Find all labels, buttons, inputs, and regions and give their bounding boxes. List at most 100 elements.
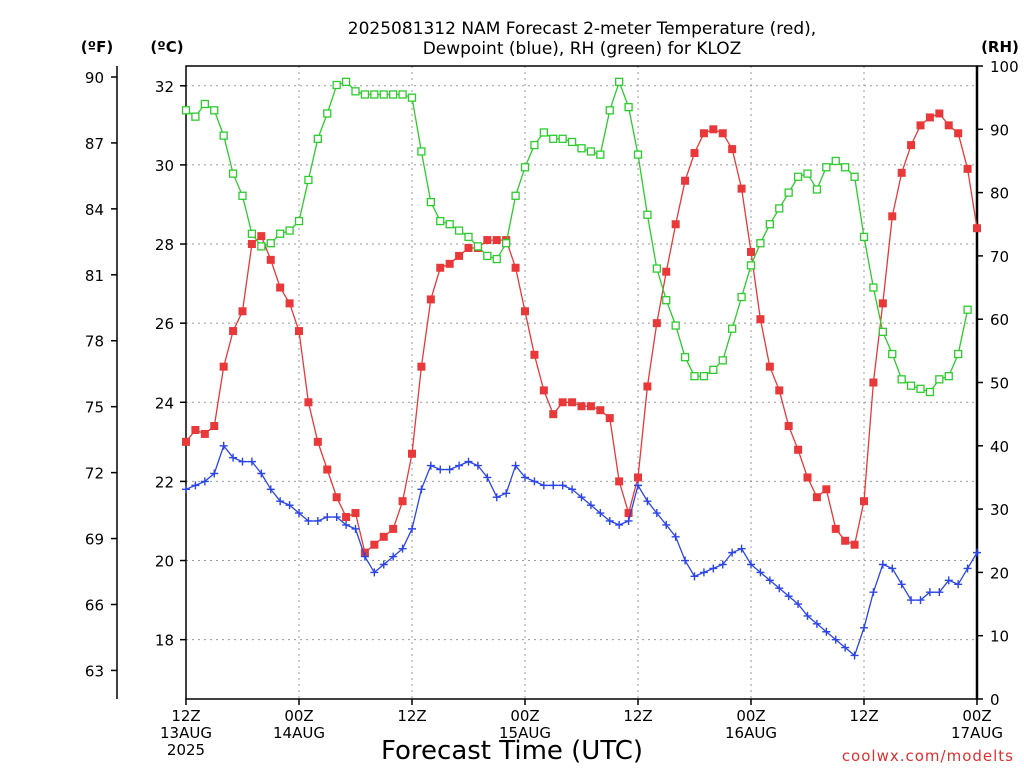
rh-point: [841, 163, 850, 172]
rh-point: [285, 226, 294, 235]
dewpoint-point: [973, 548, 981, 557]
rh-point: [313, 134, 322, 143]
dewpoint-point: [257, 469, 266, 478]
dewpoint-point: [276, 497, 285, 506]
rh-tick-label: 100: [990, 58, 1019, 76]
dewpoint-point: [229, 453, 238, 462]
rh-point: [266, 239, 275, 248]
temperature-point: [897, 168, 906, 177]
temperature-point: [709, 125, 718, 134]
fahrenheit-tick-label: 75: [85, 399, 104, 417]
temperature-point: [803, 473, 812, 482]
dewpoint-point: [860, 623, 868, 632]
rh-point: [643, 210, 652, 219]
rh-point: [718, 356, 727, 365]
temperature-point: [681, 176, 690, 185]
rh-point: [577, 144, 586, 153]
rh-point: [803, 169, 812, 178]
rh-point: [210, 106, 219, 115]
dewpoint-point: [389, 552, 398, 561]
rh-point: [219, 131, 228, 140]
rh-point: [671, 321, 680, 330]
rh-point: [709, 365, 718, 374]
rh-point: [539, 128, 548, 137]
temperature-point: [304, 398, 313, 407]
dewpoint-point: [888, 564, 897, 573]
rh-point: [765, 220, 774, 229]
rh-point: [624, 102, 633, 112]
dewpoint-point: [699, 568, 708, 577]
temperature-point: [332, 493, 341, 502]
temperature-point: [907, 141, 916, 150]
temperature-point: [699, 129, 708, 138]
time-tick-label: 13AUG: [160, 724, 212, 742]
dewpoint-point: [483, 473, 492, 482]
dewpoint-point: [426, 461, 435, 470]
temperature-point: [634, 473, 642, 482]
celsius-tick-label: 30: [155, 157, 174, 175]
dewpoint-point: [285, 501, 294, 510]
rh-point: [831, 156, 840, 166]
dewpoint-point: [831, 635, 840, 644]
dewpoint-point: [568, 485, 577, 494]
temperature-point: [389, 524, 398, 533]
plot-frame: [185, 65, 978, 700]
celsius-tick-label: 28: [155, 236, 174, 254]
temperature-point: [426, 295, 435, 304]
time-tick-label: 12Z: [623, 707, 652, 725]
temperature-point: [878, 299, 887, 308]
temperature-point: [728, 145, 737, 154]
dewpoint-point: [473, 461, 482, 470]
rh-point: [304, 175, 313, 185]
time-tick-label: 00Z: [736, 707, 765, 725]
celsius-tick-label: 20: [155, 553, 174, 571]
rh-point: [662, 296, 671, 305]
temperature-point: [794, 445, 803, 454]
temperature-point: [973, 224, 981, 233]
fahrenheit-tick-label: 78: [85, 333, 104, 351]
rh-axis: 0 10 20 30 40 50 60 70 80 90 100: [977, 58, 1019, 709]
temperature-point: [398, 497, 407, 506]
dewpoint-point: [219, 441, 228, 450]
temperature-point: [568, 398, 577, 407]
time-tick-label: 2025: [167, 741, 205, 759]
temperature-point: [916, 121, 925, 130]
dewpoint-point: [718, 560, 727, 569]
rh-point: [944, 372, 953, 381]
dewpoint-point: [916, 596, 925, 605]
fahrenheit-tick-label: 81: [85, 267, 104, 285]
rh-point: [615, 77, 624, 86]
rh-point: [850, 172, 859, 181]
rh-point: [549, 134, 558, 143]
dewpoint-point: [907, 596, 916, 605]
series-layer: [181, 77, 981, 660]
dewpoint-point: [408, 524, 416, 533]
dewpoint-point: [671, 532, 680, 541]
dewpoint-point: [332, 513, 341, 522]
rh-point: [888, 349, 897, 359]
temperature-point: [445, 259, 454, 268]
rh-point: [878, 327, 887, 337]
dewpoint-point: [681, 556, 690, 565]
rh-unit-label: (RH): [981, 38, 1019, 56]
rh-point: [445, 220, 454, 229]
dewpoint-point: [455, 461, 464, 470]
dewpoint-point: [878, 560, 887, 569]
rh-point: [756, 239, 765, 248]
temperature-point: [869, 378, 878, 387]
rh-point: [228, 169, 238, 178]
rh-point: [746, 261, 756, 270]
dewpoint-point: [615, 520, 624, 529]
temperature-point: [351, 509, 360, 518]
dewpoint-point: [464, 457, 473, 466]
temperature-point: [831, 524, 840, 533]
temperature-point: [210, 422, 219, 431]
chart-subtitle: Dewpoint (blue), RH (green) for KLOZ: [423, 39, 742, 59]
rh-point: [690, 372, 699, 381]
dewpoint-point: [822, 627, 831, 636]
temperature-point: [596, 406, 605, 415]
rh-point: [916, 384, 925, 393]
temperature-point: [775, 386, 784, 395]
dewpoint-point: [238, 457, 247, 466]
